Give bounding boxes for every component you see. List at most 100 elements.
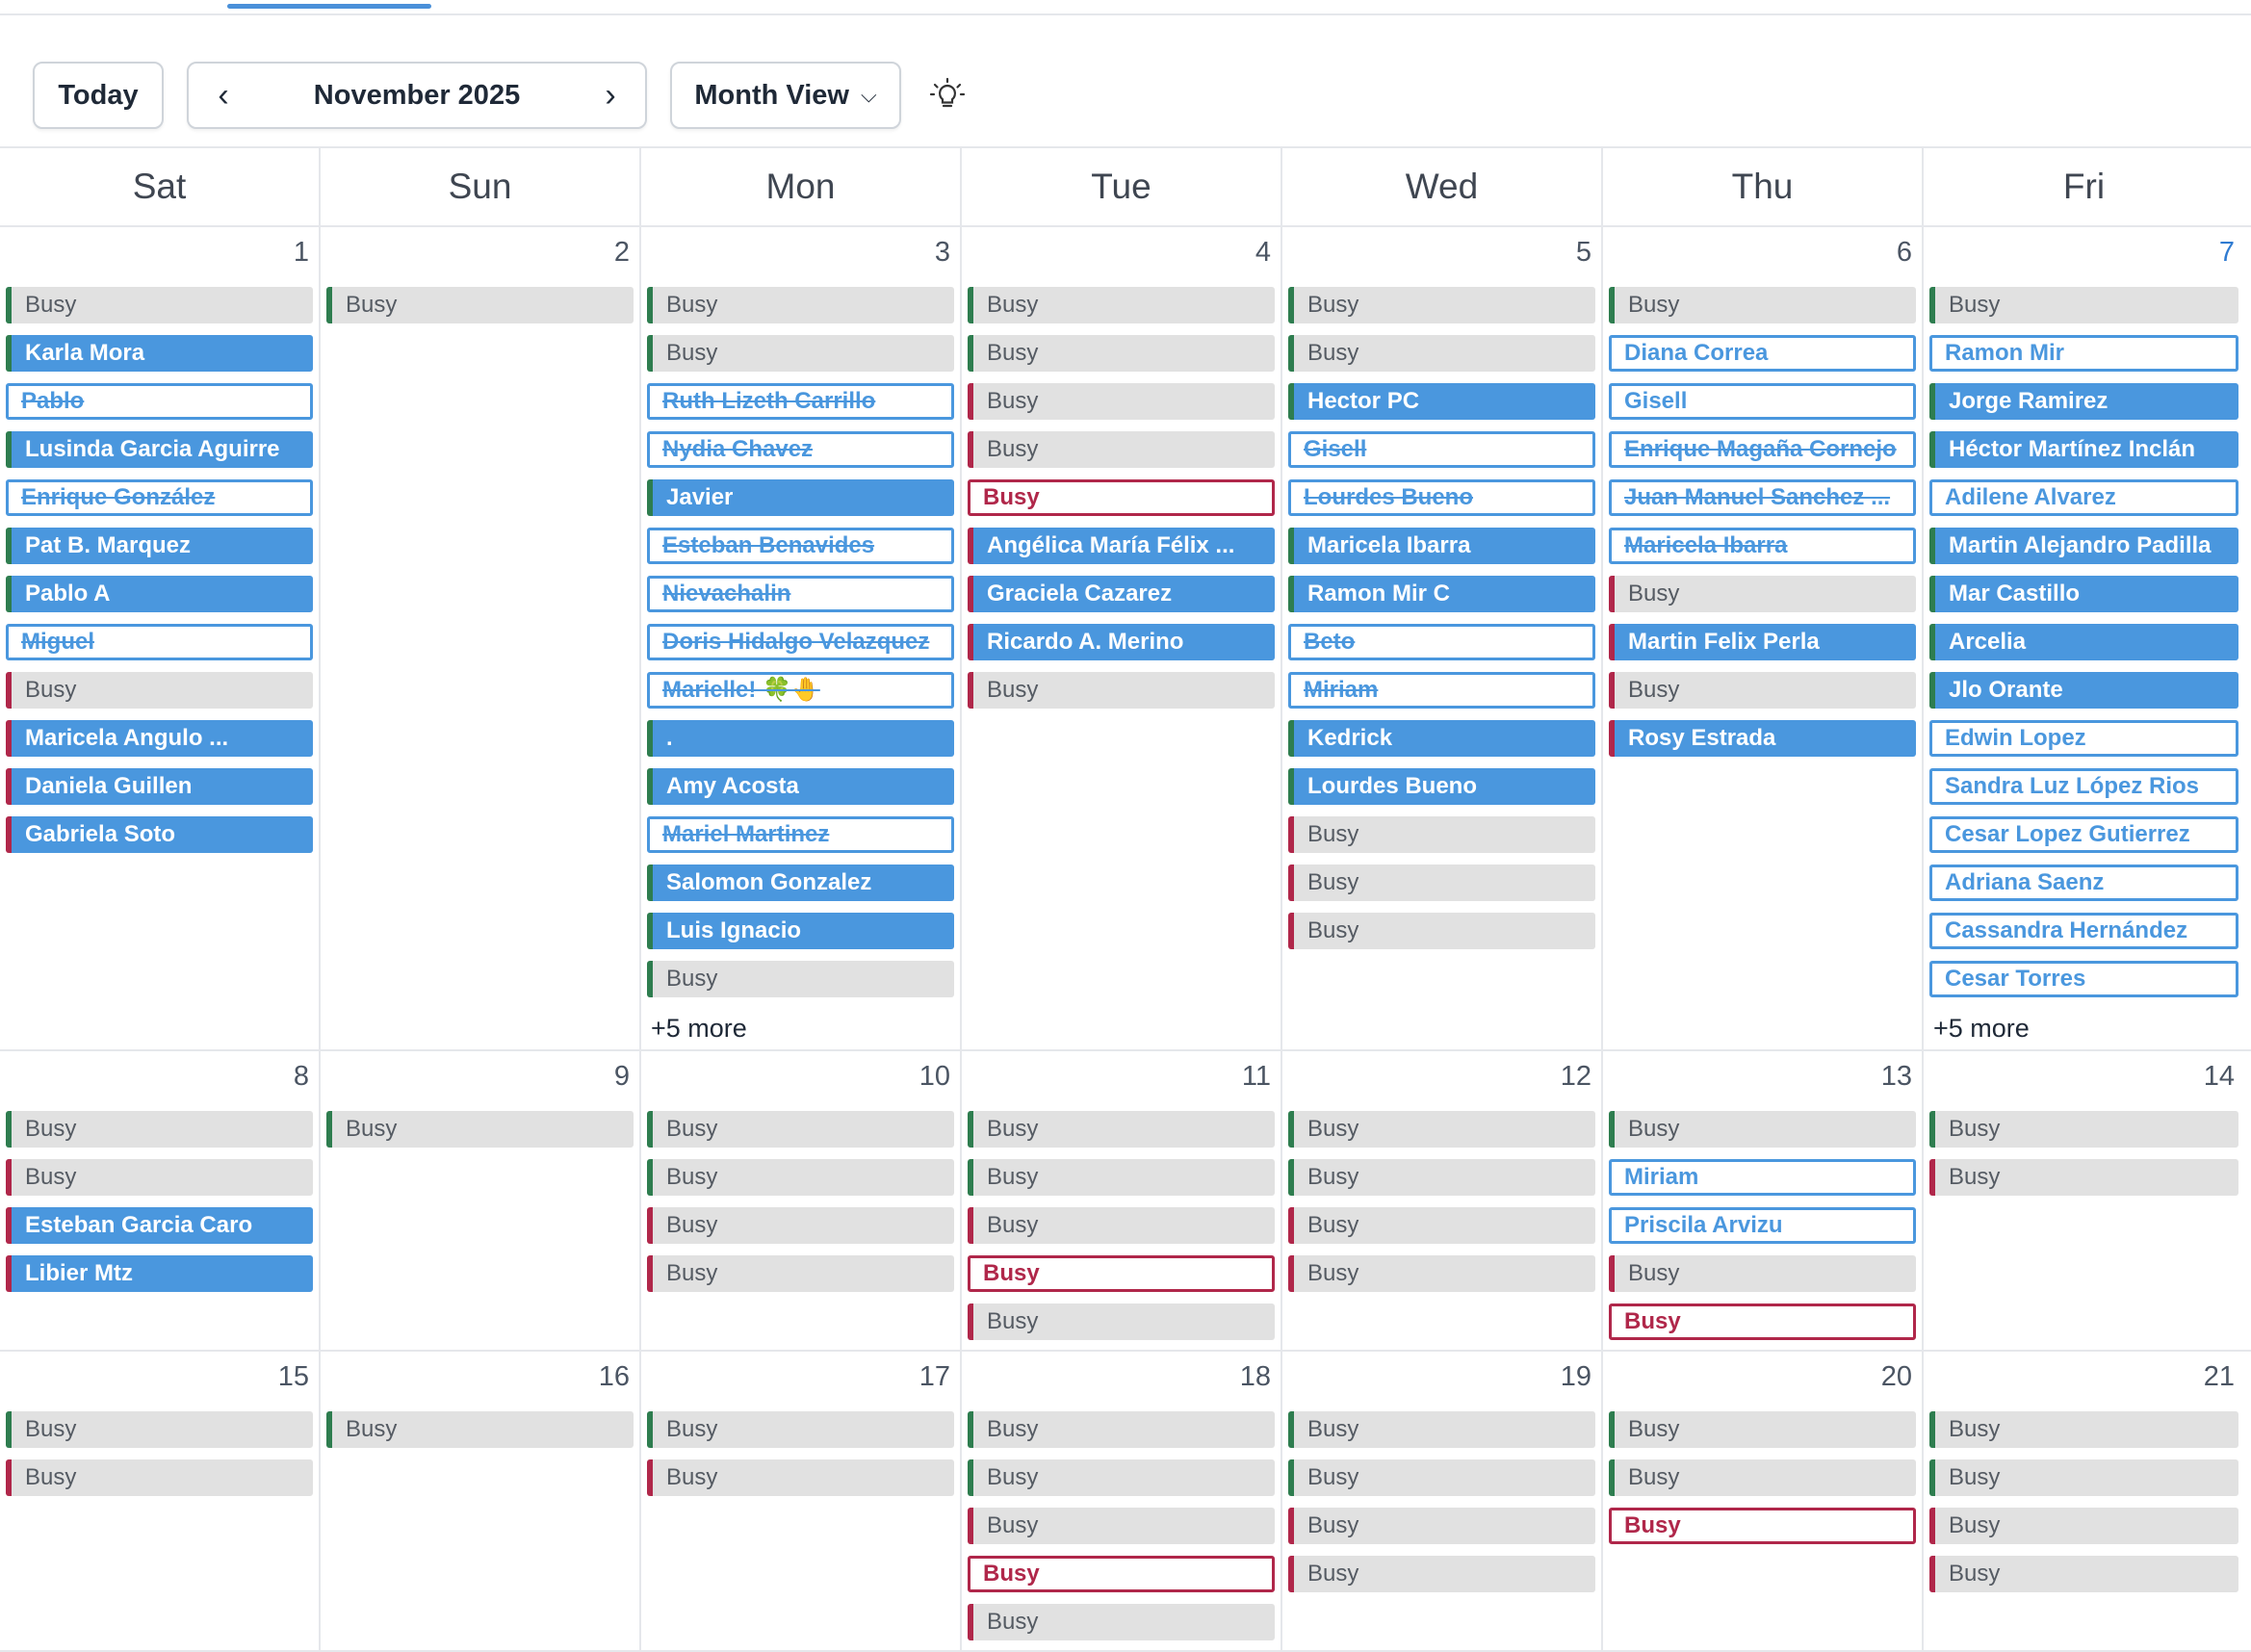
event-chip[interactable]: Ramon Mir [1929, 335, 2238, 372]
event-chip[interactable]: Hector PC [1288, 383, 1595, 420]
busy-event[interactable]: Busy [1929, 1159, 2238, 1196]
busy-event[interactable]: Busy [968, 431, 1275, 468]
event-chip[interactable]: Cesar Torres [1929, 961, 2238, 997]
more-events-link[interactable]: +5 more [1933, 1014, 2030, 1043]
day-cell[interactable]: 12 Busy Busy Busy Busy [1282, 1051, 1603, 1350]
event-chip[interactable]: Martin Alejandro Padilla [1929, 528, 2238, 564]
event-chip[interactable]: Enrique Magaña Cornejo [1609, 431, 1916, 468]
busy-event[interactable]: Busy [968, 1111, 1275, 1148]
busy-event[interactable]: Busy [6, 287, 313, 323]
lightbulb-icon[interactable] [926, 74, 969, 116]
event-chip[interactable]: Jorge Ramirez [1929, 383, 2238, 420]
busy-event[interactable]: Busy [1929, 287, 2238, 323]
event-chip[interactable]: Cassandra Hernández [1929, 913, 2238, 949]
event-chip[interactable]: Kedrick [1288, 720, 1595, 757]
day-number[interactable]: 6 [1896, 237, 1912, 268]
event-chip[interactable]: Nydia Chavez [647, 431, 954, 468]
day-number[interactable]: 13 [1880, 1061, 1912, 1092]
busy-event[interactable]: Busy [968, 1159, 1275, 1196]
day-cell[interactable]: 1 Busy Karla Mora Pablo Lusinda Garcia Aguir… [0, 227, 321, 1049]
day-cell[interactable]: 11 Busy Busy Busy Busy Busy [962, 1051, 1282, 1350]
busy-event[interactable]: Busy [326, 1111, 634, 1148]
busy-event[interactable]: Busy [6, 1411, 313, 1448]
busy-event[interactable]: Busy [1929, 1411, 2238, 1448]
event-chip[interactable]: Miriam [1288, 672, 1595, 709]
busy-event[interactable]: Busy [6, 1459, 313, 1496]
day-number[interactable]: 5 [1575, 237, 1591, 268]
event-chip[interactable]: Héctor Martínez Inclán [1929, 431, 2238, 468]
event-chip[interactable]: Angélica María Félix ... [968, 528, 1275, 564]
event-chip[interactable]: Edwin Lopez [1929, 720, 2238, 757]
busy-event[interactable]: Busy [1288, 1459, 1595, 1496]
day-number[interactable]: 7 [2218, 237, 2235, 268]
busy-event[interactable]: Busy [1288, 816, 1595, 853]
view-select-button[interactable]: Month View ⌵ [670, 62, 901, 129]
event-chip[interactable]: Mar Castillo [1929, 576, 2238, 612]
event-chip[interactable]: Lourdes Bueno [1288, 768, 1595, 805]
day-cell[interactable]: 9 Busy [321, 1051, 641, 1350]
event-chip[interactable]: Ramon Mir C [1288, 576, 1595, 612]
event-chip[interactable]: Daniela Guillen [6, 768, 313, 805]
busy-event[interactable]: Busy [968, 1508, 1275, 1544]
event-chip[interactable]: Miguel [6, 624, 313, 660]
day-number[interactable]: 1 [293, 237, 309, 268]
busy-event[interactable]: Busy [326, 1411, 634, 1448]
day-cell[interactable]: 16 Busy [321, 1352, 641, 1650]
event-chip[interactable]: Karla Mora [6, 335, 313, 372]
busy-event[interactable]: Busy [968, 1411, 1275, 1448]
busy-event[interactable]: Busy [968, 1604, 1275, 1640]
day-cell[interactable]: 6 Busy Diana Correa Gisell Enrique Magaña Co… [1603, 227, 1924, 1049]
day-cell[interactable]: 2 Busy [321, 227, 641, 1049]
event-chip[interactable]: Ruth Lizeth Carrillo [647, 383, 954, 420]
chevron-left-icon[interactable]: ‹ [218, 76, 229, 114]
busy-event[interactable]: Busy [968, 1556, 1275, 1592]
event-chip[interactable]: Arcelia [1929, 624, 2238, 660]
busy-event[interactable]: Busy [1929, 1556, 2238, 1592]
busy-event[interactable]: Busy [1929, 1508, 2238, 1544]
busy-event[interactable]: Busy [6, 1159, 313, 1196]
day-number[interactable]: 21 [2203, 1361, 2235, 1392]
busy-event[interactable]: Busy [968, 287, 1275, 323]
busy-event[interactable]: Busy [968, 1304, 1275, 1340]
today-button[interactable]: Today [33, 62, 164, 129]
busy-event[interactable]: Busy [968, 1207, 1275, 1244]
day-number[interactable]: 2 [613, 237, 630, 268]
busy-event[interactable]: Busy [1288, 1508, 1595, 1544]
busy-event[interactable]: Busy [647, 1459, 954, 1496]
day-number[interactable]: 16 [598, 1361, 630, 1392]
event-chip[interactable]: Mariel Martinez [647, 816, 954, 853]
busy-event[interactable]: Busy [647, 1255, 954, 1292]
event-chip[interactable]: Libier Mtz [6, 1255, 313, 1292]
busy-event[interactable]: Busy [1288, 335, 1595, 372]
chevron-right-icon[interactable]: › [605, 76, 616, 114]
busy-event[interactable]: Busy [1609, 1304, 1916, 1340]
busy-event[interactable]: Busy [1609, 672, 1916, 709]
event-chip[interactable]: Diana Correa [1609, 335, 1916, 372]
busy-event[interactable]: Busy [1288, 913, 1595, 949]
day-number[interactable]: 8 [293, 1061, 309, 1092]
event-chip[interactable]: Esteban Benavides [647, 528, 954, 564]
busy-event[interactable]: Busy [1288, 1207, 1595, 1244]
day-number[interactable]: 19 [1560, 1361, 1591, 1392]
busy-event[interactable]: Busy [1288, 287, 1595, 323]
busy-event[interactable]: Busy [1929, 1111, 2238, 1148]
busy-event[interactable]: Busy [647, 1159, 954, 1196]
busy-event[interactable]: Busy [1288, 1111, 1595, 1148]
day-cell[interactable]: 15 Busy Busy [0, 1352, 321, 1650]
event-chip[interactable]: Javier [647, 479, 954, 516]
day-cell[interactable]: 13 Busy Miriam Priscila Arvizu Busy Busy [1603, 1051, 1924, 1350]
event-chip[interactable]: Doris Hidalgo Velazquez [647, 624, 954, 660]
busy-event[interactable]: Busy [1609, 1111, 1916, 1148]
day-number[interactable]: 10 [919, 1061, 950, 1092]
event-chip[interactable]: Cesar Lopez Gutierrez [1929, 816, 2238, 853]
event-chip[interactable]: Pablo A [6, 576, 313, 612]
event-chip[interactable]: Martin Felix Perla [1609, 624, 1916, 660]
busy-event[interactable]: Busy [968, 1459, 1275, 1496]
day-cell[interactable]: 21 Busy Busy Busy Busy [1924, 1352, 2244, 1650]
event-chip[interactable]: Enrique González [6, 479, 313, 516]
busy-event[interactable]: Busy [1609, 1255, 1916, 1292]
busy-event[interactable]: Busy [1609, 1411, 1916, 1448]
busy-event[interactable]: Busy [968, 335, 1275, 372]
day-cell[interactable]: 17 Busy Busy [641, 1352, 962, 1650]
busy-event[interactable]: Busy [647, 1411, 954, 1448]
